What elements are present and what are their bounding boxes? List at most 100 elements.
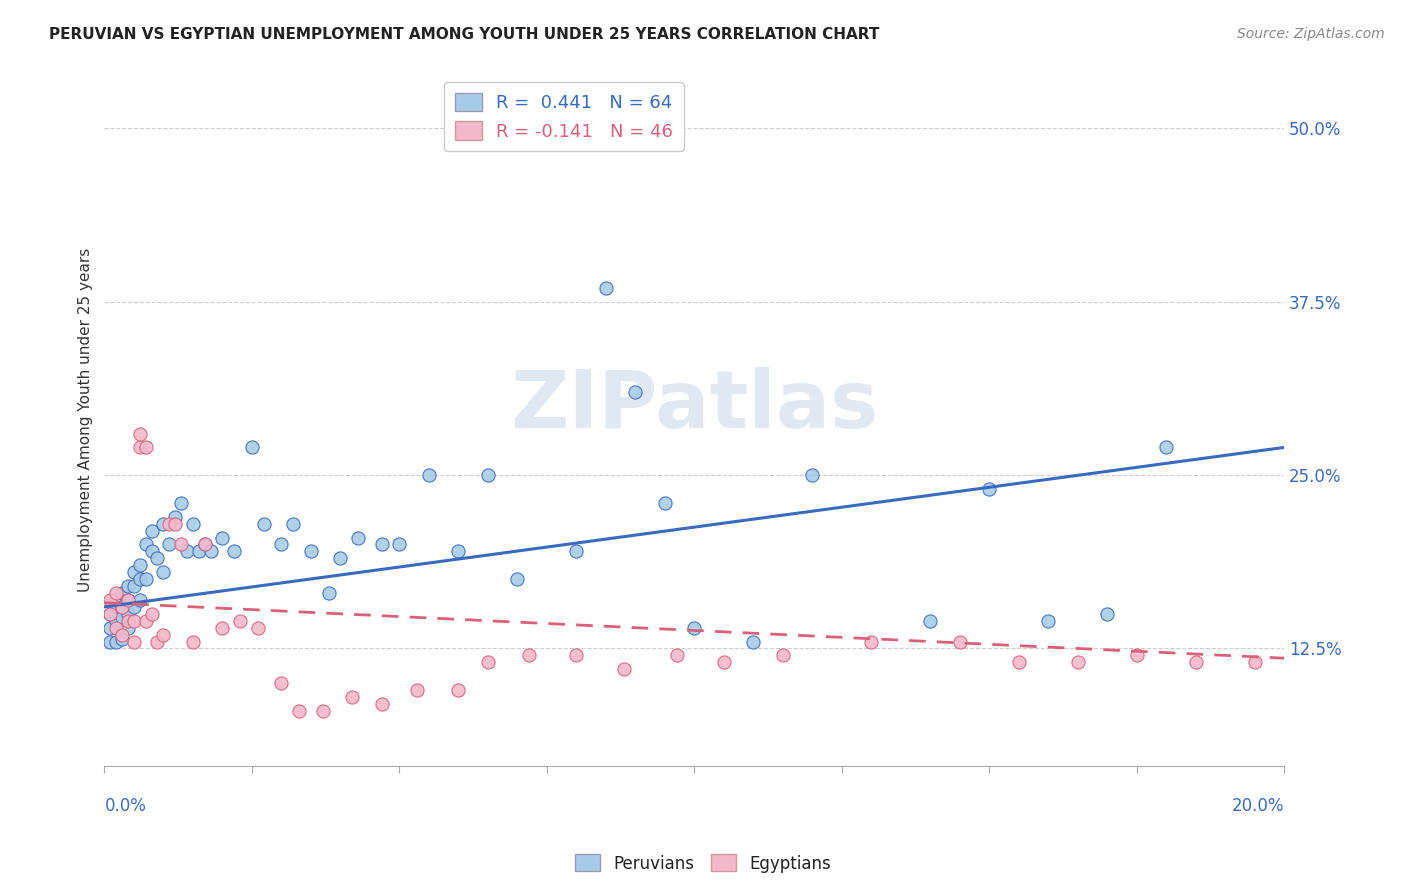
Point	[406, 683, 429, 698]
Point	[329, 551, 352, 566]
Point	[283, 516, 305, 531]
Point	[170, 496, 193, 510]
Point	[146, 551, 169, 566]
Point	[105, 634, 128, 648]
Point	[370, 697, 392, 711]
Point	[111, 632, 134, 646]
Point	[122, 599, 145, 614]
Point	[128, 426, 150, 441]
Point	[98, 607, 121, 621]
Point	[713, 656, 735, 670]
Point	[1126, 648, 1149, 663]
Point	[246, 621, 269, 635]
Point	[117, 593, 139, 607]
Point	[117, 607, 139, 621]
Point	[111, 599, 134, 614]
Point	[141, 607, 163, 621]
Point	[949, 634, 972, 648]
Point	[447, 544, 470, 558]
Point	[860, 634, 883, 648]
Point	[105, 599, 128, 614]
Point	[447, 683, 470, 698]
Point	[665, 648, 688, 663]
Point	[477, 656, 499, 670]
Point	[122, 634, 145, 648]
Point	[181, 516, 204, 531]
Point	[654, 496, 676, 510]
Point	[105, 586, 128, 600]
Point	[111, 609, 134, 624]
Point	[141, 544, 163, 558]
Point	[742, 634, 765, 648]
Point	[1038, 614, 1060, 628]
Point	[105, 593, 128, 607]
Point	[624, 384, 647, 399]
Point	[347, 531, 370, 545]
Point	[152, 627, 174, 641]
Point	[506, 572, 529, 586]
Text: PERUVIAN VS EGYPTIAN UNEMPLOYMENT AMONG YOUTH UNDER 25 YEARS CORRELATION CHART: PERUVIAN VS EGYPTIAN UNEMPLOYMENT AMONG …	[49, 27, 880, 42]
Point	[194, 537, 217, 551]
Point	[388, 537, 411, 551]
Point	[141, 524, 163, 538]
Point	[128, 558, 150, 573]
Point	[146, 634, 169, 648]
Point	[253, 516, 276, 531]
Point	[152, 516, 174, 531]
Point	[270, 537, 292, 551]
Point	[135, 572, 157, 586]
Point	[187, 544, 209, 558]
Point	[318, 586, 340, 600]
Point	[122, 614, 145, 628]
Point	[117, 593, 139, 607]
Point	[135, 441, 157, 455]
Point	[170, 537, 193, 551]
Point	[117, 614, 139, 628]
Point	[1008, 656, 1031, 670]
Y-axis label: Unemployment Among Youth under 25 years: Unemployment Among Youth under 25 years	[79, 248, 93, 591]
Point	[135, 537, 157, 551]
Point	[211, 621, 233, 635]
Point	[165, 509, 187, 524]
Point	[1243, 656, 1265, 670]
Text: Source: ZipAtlas.com: Source: ZipAtlas.com	[1237, 27, 1385, 41]
Legend: Peruvians, Egyptians: Peruvians, Egyptians	[568, 847, 838, 880]
Point	[612, 662, 634, 676]
Point	[224, 544, 246, 558]
Point	[565, 544, 588, 558]
Point	[117, 621, 139, 635]
Point	[105, 621, 128, 635]
Text: ZIPatlas: ZIPatlas	[510, 367, 879, 445]
Point	[98, 634, 121, 648]
Point	[240, 441, 263, 455]
Point	[1067, 656, 1090, 670]
Point	[595, 281, 617, 295]
Point	[98, 621, 121, 635]
Point	[979, 482, 1001, 496]
Point	[117, 579, 139, 593]
Point	[565, 648, 588, 663]
Text: 0.0%: 0.0%	[104, 797, 146, 815]
Point	[111, 627, 134, 641]
Point	[152, 565, 174, 579]
Point	[200, 544, 222, 558]
Point	[370, 537, 392, 551]
Point	[920, 614, 942, 628]
Point	[111, 599, 134, 614]
Point	[418, 468, 440, 483]
Point	[98, 593, 121, 607]
Point	[801, 468, 824, 483]
Point	[229, 614, 252, 628]
Point	[270, 676, 292, 690]
Point	[1097, 607, 1119, 621]
Point	[122, 565, 145, 579]
Point	[311, 704, 333, 718]
Point	[772, 648, 794, 663]
Point	[111, 586, 134, 600]
Point	[165, 516, 187, 531]
Point	[128, 572, 150, 586]
Point	[128, 441, 150, 455]
Point	[157, 516, 180, 531]
Point	[176, 544, 198, 558]
Point	[211, 531, 233, 545]
